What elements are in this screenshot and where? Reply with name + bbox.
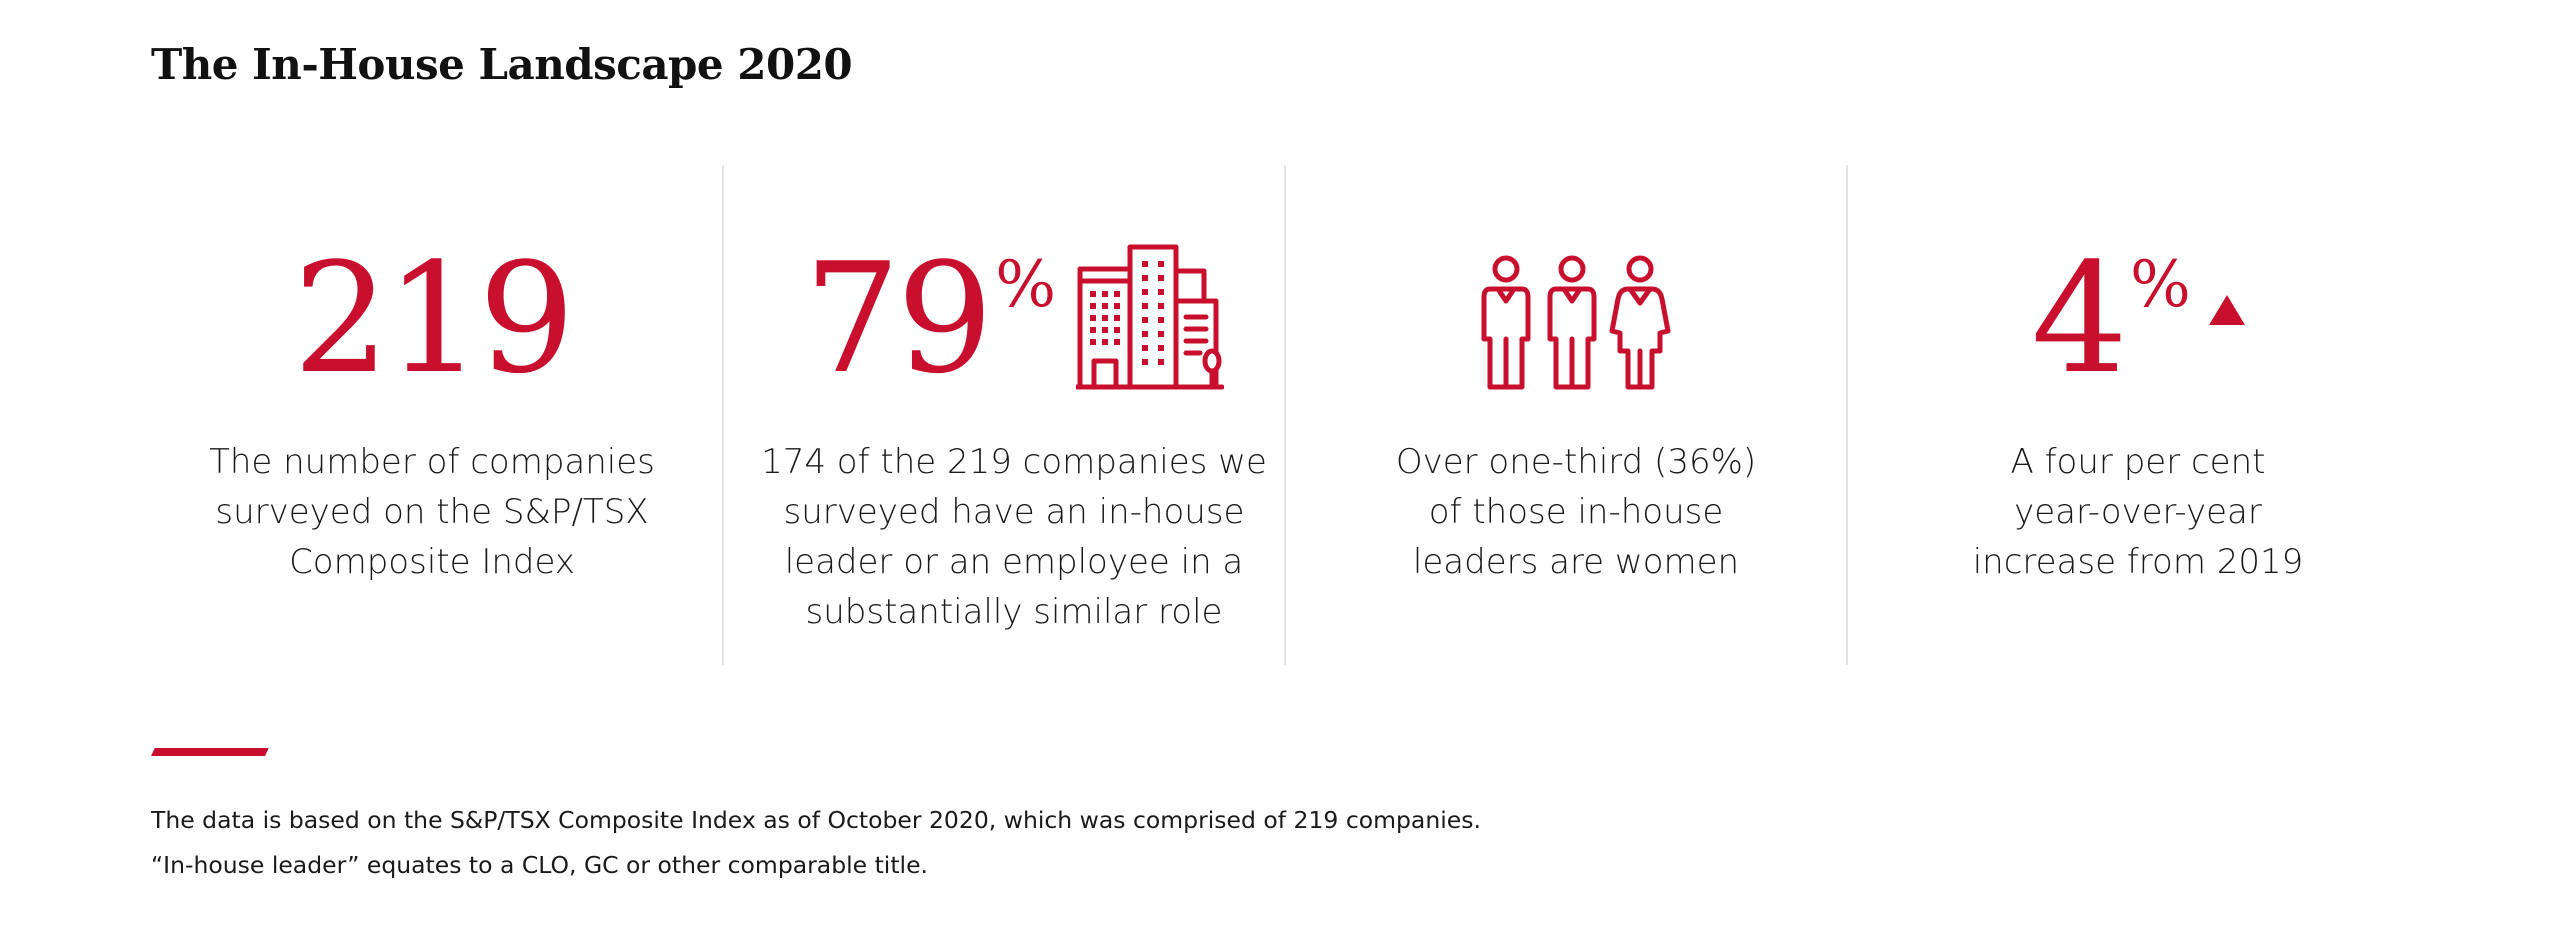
stat-figure: 4 % [1857, 230, 2419, 407]
description-line: substantially similar role [805, 592, 1223, 632]
accent-bar [151, 748, 269, 756]
stat-value: 79 [803, 230, 993, 407]
description-line: A four per cent [2010, 442, 2266, 482]
footnote: The data is based on the S&P/TSX Composi… [151, 798, 1481, 888]
description-line: surveyed on the S&P/TSX [215, 492, 649, 532]
description-line: Over one-third (36%) [1395, 442, 1757, 482]
column-divider [1846, 165, 1848, 665]
stat-value: 219 [292, 230, 575, 407]
description-line: 174 of the 219 companies we [761, 442, 1267, 482]
stat-figure: 79 % [733, 230, 1295, 407]
description-line: increase from 2019 [1972, 542, 2304, 582]
stat-value: 4 [2031, 230, 2128, 407]
page-title: The In-House Landscape 2020 [151, 40, 853, 89]
description-line: Composite Index [289, 542, 575, 582]
stat-in-house-leaders: 79 % [733, 165, 1295, 665]
stat-year-over-year: 4 % A four per cent year-over-year incre… [1857, 165, 2419, 665]
description-line: year-over-year [2014, 492, 2262, 532]
stat-figure: 219 [151, 230, 713, 407]
stat-percent-sign: % [2129, 248, 2191, 322]
two-men-one-woman-icon [1476, 255, 1676, 395]
stat-description: Over one-third (36%) of those in-house l… [1295, 437, 1857, 587]
stats-row: 219 The number of companies surveyed on … [151, 165, 2399, 665]
stat-women-leaders: Over one-third (36%) of those in-house l… [1295, 165, 1857, 665]
stat-percent-sign: % [995, 248, 1057, 322]
stat-figure [1295, 245, 1857, 395]
column-divider [1284, 165, 1286, 665]
stat-companies-surveyed: 219 The number of companies surveyed on … [151, 165, 713, 665]
up-triangle-icon [2208, 295, 2245, 329]
office-buildings-icon [1073, 243, 1225, 395]
stat-description: 174 of the 219 companies we surveyed hav… [733, 437, 1295, 637]
footnote-line: The data is based on the S&P/TSX Composi… [151, 806, 1481, 834]
description-line: The number of companies [209, 442, 655, 482]
description-line: leaders are women [1412, 542, 1740, 582]
stat-description: The number of companies surveyed on the … [151, 437, 713, 587]
footnote-line: “In-house leader” equates to a CLO, GC o… [151, 851, 928, 879]
column-divider [722, 165, 724, 665]
description-line: surveyed have an in-house [783, 492, 1245, 532]
description-line: of those in-house [1428, 492, 1724, 532]
stat-description: A four per cent year-over-year increase … [1857, 437, 2419, 587]
description-line: leader or an employee in a [784, 542, 1244, 582]
